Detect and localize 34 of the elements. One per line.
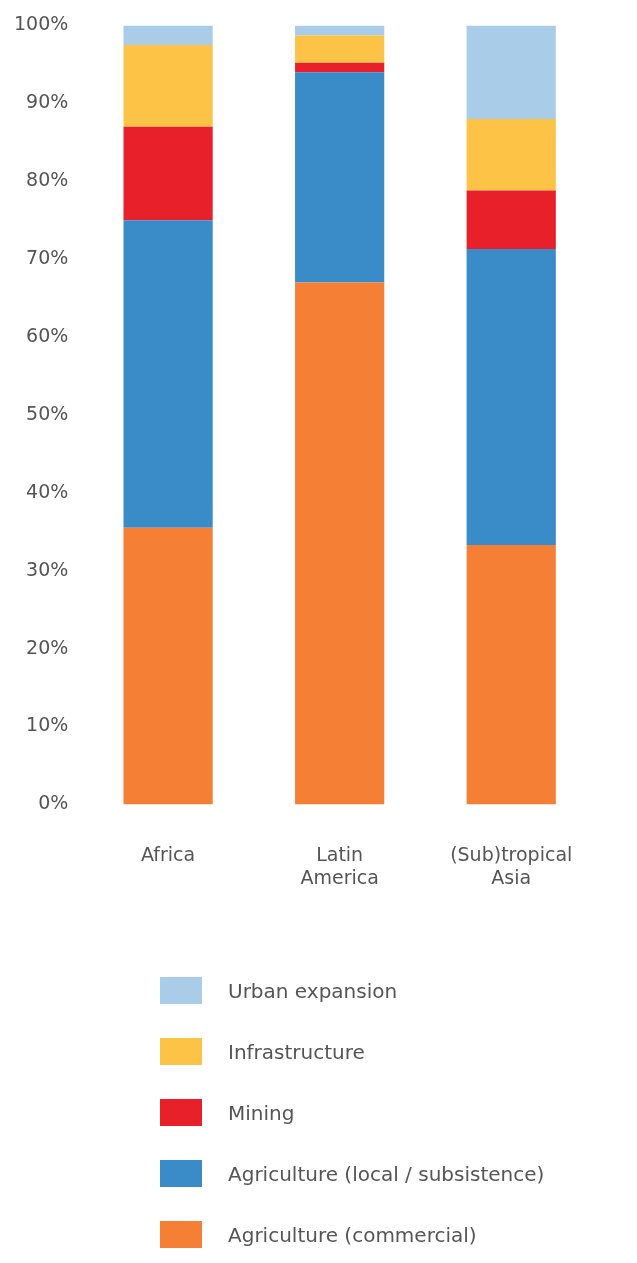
y-tick-label: 20% (26, 635, 69, 658)
bar (295, 62, 385, 73)
bar (466, 190, 556, 249)
y-tick-label: 40% (26, 479, 69, 502)
legend-label: Infrastructure (228, 1039, 365, 1064)
y-tick-label: 60% (26, 323, 69, 346)
bar (466, 118, 556, 191)
y-tick-label: 70% (26, 246, 69, 269)
x-tick-label: Latin America (300, 842, 379, 888)
x-tick-label: Africa (141, 842, 196, 865)
bar (123, 527, 213, 805)
bar (295, 35, 385, 63)
y-tick-label: 80% (26, 168, 69, 191)
bar (466, 248, 556, 545)
y-tick-label: 100% (13, 12, 69, 35)
bar (295, 282, 385, 805)
legend-label: Agriculture (commercial) (228, 1222, 477, 1247)
legend-label: Urban expansion (228, 978, 398, 1003)
x-tick-label: (Sub)tropical Asia (450, 842, 573, 888)
bar (466, 544, 556, 805)
y-tick-label: 30% (26, 557, 69, 580)
bar (295, 72, 385, 283)
bar (123, 220, 213, 528)
y-tick-label: 0% (38, 791, 69, 814)
bar (295, 25, 385, 36)
y-tick-label: 10% (26, 713, 69, 736)
bar (466, 25, 556, 119)
legend-label: Mining (228, 1100, 295, 1125)
bar (123, 25, 213, 45)
legend-label: Agriculture (local / subsistence) (228, 1161, 545, 1186)
bar (123, 44, 213, 127)
bar (123, 126, 213, 221)
y-tick-label: 50% (26, 401, 69, 424)
y-tick-label: 90% (26, 90, 69, 113)
